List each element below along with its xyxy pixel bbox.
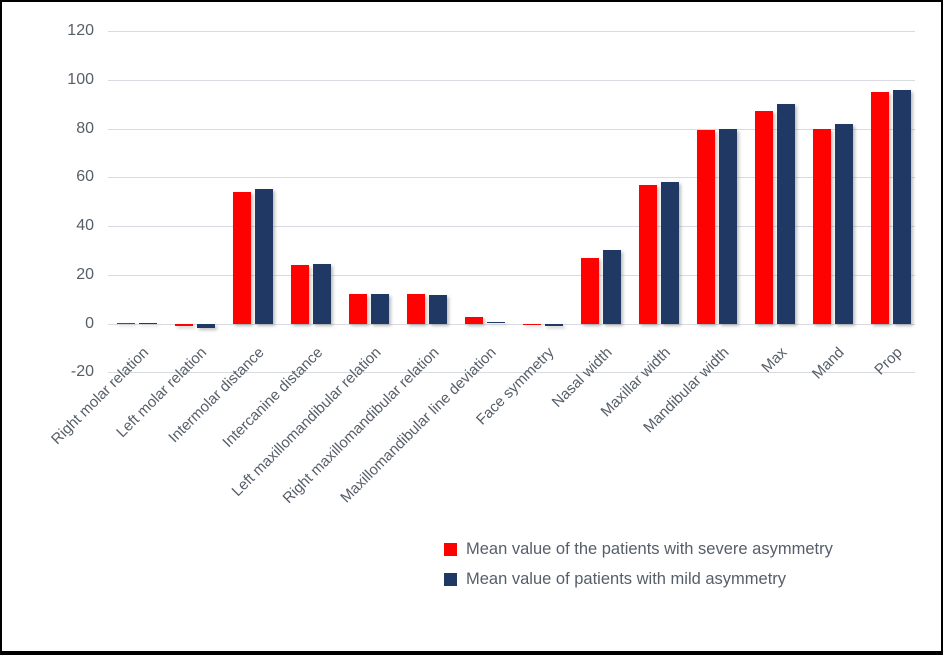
y-tick-label: 120 — [67, 22, 94, 39]
bar-mild-0 — [139, 322, 157, 324]
legend-item: Mean value of the patients with severe a… — [444, 540, 833, 559]
gridline-y-20 — [108, 274, 915, 276]
legend-item: Mean value of patients with mild asymmet… — [444, 570, 833, 589]
gridline-y-100 — [108, 79, 915, 81]
bar-severe-4 — [349, 294, 367, 324]
bar-mild-1 — [197, 323, 215, 329]
legend-swatch-icon — [444, 543, 457, 556]
bar-mild-2 — [255, 189, 273, 324]
legend-swatch-icon — [444, 573, 457, 586]
bar-severe-12 — [813, 128, 831, 324]
y-tick-label: 80 — [76, 119, 94, 137]
legend: Mean value of the patients with severe a… — [444, 540, 833, 589]
bar-severe-8 — [581, 257, 599, 324]
y-tick-label: 40 — [76, 217, 94, 234]
bar-severe-7 — [523, 323, 541, 325]
bar-mild-9 — [661, 182, 679, 324]
bar-severe-6 — [465, 317, 483, 324]
bar-severe-9 — [639, 184, 657, 324]
plot-area — [108, 31, 915, 374]
bar-mild-8 — [603, 250, 621, 324]
bar-mild-7 — [545, 323, 563, 326]
y-tick-label: 20 — [76, 265, 94, 283]
legend-label: Mean value of the patients with severe a… — [466, 540, 833, 558]
legend-label: Mean value of patients with mild asymmet… — [466, 570, 787, 588]
bar-severe-13 — [871, 91, 889, 324]
bar-mild-10 — [719, 128, 737, 324]
bar-mild-3 — [313, 263, 331, 324]
gridline-y-40 — [108, 226, 915, 227]
gridline-y-80 — [108, 128, 915, 130]
y-axis: 120 100 80 60 40 20 0 -20 — [32, 23, 94, 380]
bar-severe-2 — [233, 191, 251, 324]
y-tick-label: 0 — [85, 314, 94, 332]
gridline-y-120 — [108, 31, 915, 32]
gridline-y--20 — [108, 372, 915, 374]
bar-severe-0 — [117, 322, 135, 324]
y-tick-label: -20 — [70, 363, 94, 381]
bar-mild-4 — [371, 294, 389, 324]
bar-mild-5 — [429, 295, 447, 324]
bar-mild-6 — [487, 321, 505, 324]
bar-severe-10 — [697, 129, 715, 324]
gridline-y-60 — [108, 177, 915, 179]
bar-severe-5 — [407, 294, 425, 324]
bar-mild-11 — [777, 104, 795, 324]
bar-mild-13 — [893, 89, 911, 324]
gridline-y-0 — [108, 323, 915, 325]
y-tick-label: 100 — [67, 70, 94, 88]
bar-mild-12 — [835, 123, 853, 324]
y-tick-label: 60 — [76, 168, 94, 186]
bar-severe-1 — [175, 323, 193, 326]
bar-severe-11 — [755, 111, 773, 324]
bar-severe-3 — [291, 265, 309, 324]
